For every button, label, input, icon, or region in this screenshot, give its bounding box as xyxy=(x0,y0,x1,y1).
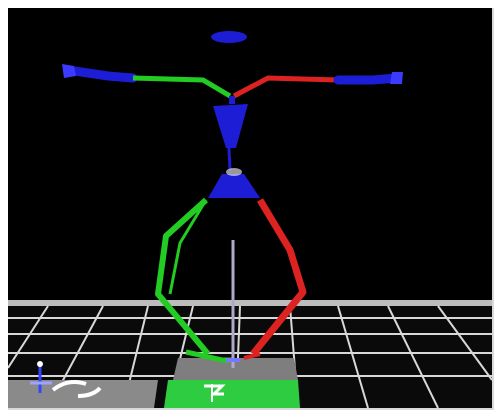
axis-gizmo-icon[interactable] xyxy=(30,361,52,393)
floor-grid xyxy=(8,300,492,408)
grid-line-v xyxy=(387,305,439,408)
tile-move-icon[interactable] xyxy=(204,384,226,402)
torso[interactable] xyxy=(213,104,248,148)
viewport-canvas[interactable] xyxy=(8,8,492,408)
floor-tile-center xyxy=(173,358,298,380)
right-leg[interactable] xyxy=(250,198,307,357)
left-leg[interactable] xyxy=(155,197,211,356)
right-upper-arm[interactable] xyxy=(232,75,339,99)
3d-viewport[interactable] xyxy=(8,8,494,410)
right-forearm[interactable] xyxy=(333,73,401,85)
spine[interactable] xyxy=(226,127,232,171)
grid-line-v xyxy=(337,305,369,408)
left-forearm[interactable] xyxy=(63,65,138,83)
right-hand[interactable] xyxy=(390,72,403,84)
grid-line-v xyxy=(8,305,49,369)
floor-tile-selected[interactable] xyxy=(164,380,300,408)
left-leg-inner[interactable] xyxy=(168,199,208,295)
rotate-arrow-icon[interactable] xyxy=(51,380,102,398)
right-foot[interactable] xyxy=(243,352,261,360)
pelvis[interactable] xyxy=(208,174,260,198)
grid-line-v xyxy=(437,305,492,381)
left-hand[interactable] xyxy=(62,64,76,78)
floor-back-edge xyxy=(8,300,492,306)
skeleton[interactable] xyxy=(62,31,403,368)
left-upper-arm[interactable] xyxy=(132,75,232,99)
head-joint[interactable] xyxy=(211,31,247,43)
